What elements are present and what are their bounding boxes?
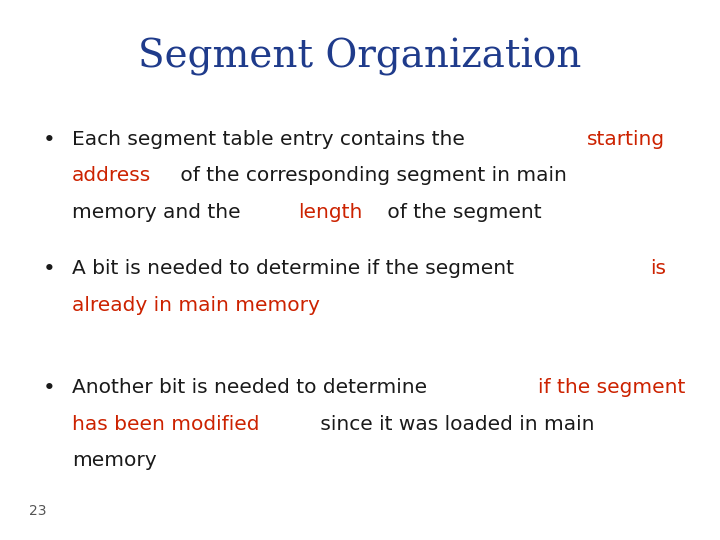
Text: of the corresponding segment in main: of the corresponding segment in main bbox=[174, 166, 567, 185]
Text: •: • bbox=[43, 259, 56, 279]
Text: memory and the: memory and the bbox=[72, 203, 247, 222]
Text: of the segment: of the segment bbox=[381, 203, 541, 222]
Text: if the segment: if the segment bbox=[539, 378, 686, 397]
Text: has been modified: has been modified bbox=[72, 415, 259, 434]
Text: Another bit is needed to determine: Another bit is needed to determine bbox=[72, 378, 433, 397]
Text: address: address bbox=[72, 166, 151, 185]
Text: •: • bbox=[43, 130, 56, 150]
Text: Segment Organization: Segment Organization bbox=[138, 38, 582, 76]
Text: •: • bbox=[43, 378, 56, 398]
Text: memory: memory bbox=[72, 451, 157, 470]
Text: length: length bbox=[298, 203, 362, 222]
Text: is: is bbox=[651, 259, 667, 278]
Text: Each segment table entry contains the: Each segment table entry contains the bbox=[72, 130, 472, 148]
Text: already in main memory: already in main memory bbox=[72, 296, 320, 315]
Text: A bit is needed to determine if the segment: A bit is needed to determine if the segm… bbox=[72, 259, 521, 278]
Text: 23: 23 bbox=[29, 504, 46, 518]
Text: starting: starting bbox=[588, 130, 665, 148]
Text: since it was loaded in main: since it was loaded in main bbox=[314, 415, 595, 434]
